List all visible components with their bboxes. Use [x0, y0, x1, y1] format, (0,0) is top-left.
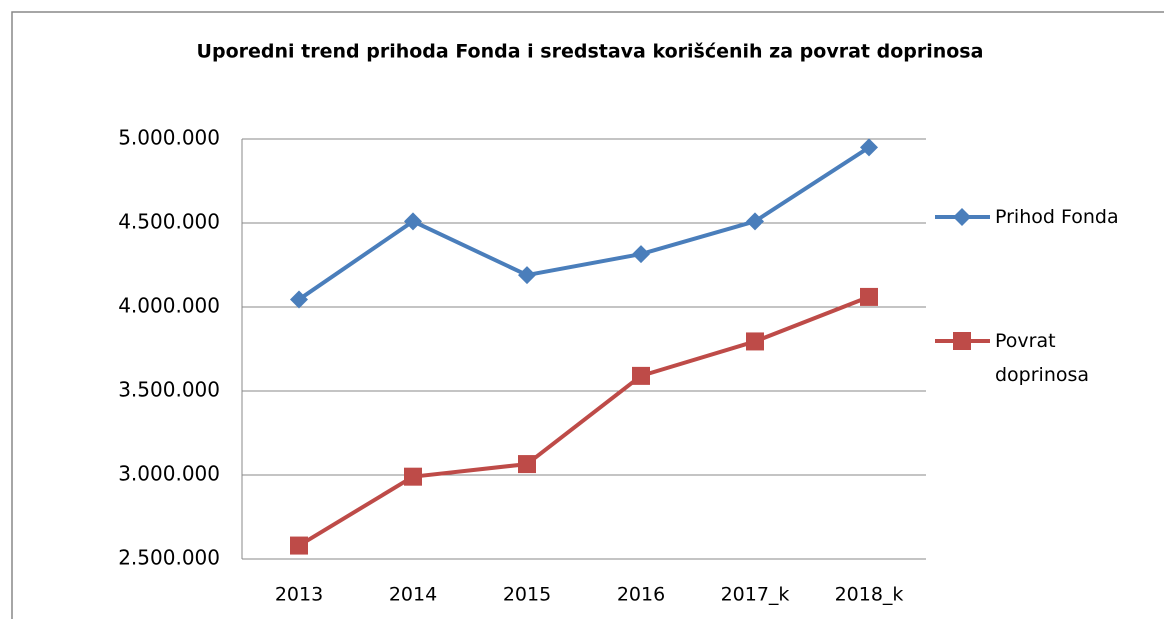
- legend-label: Povrat doprinosa: [995, 330, 1090, 386]
- legend-marker: [953, 208, 971, 226]
- data-point: [860, 287, 878, 306]
- y-tick-label: 4.000.000: [118, 294, 220, 318]
- data-point: [404, 467, 422, 486]
- x-tick-label: 2013: [275, 584, 323, 606]
- y-tick-label: 5.000.000: [118, 126, 220, 150]
- legend-label: Prihod Fonda: [995, 206, 1119, 228]
- data-point: [860, 138, 878, 157]
- x-tick-label: 2017_k: [721, 584, 790, 606]
- x-tick-label: 2018_k: [835, 584, 904, 606]
- data-point: [746, 332, 764, 351]
- y-tick-label: 3.500.000: [118, 378, 220, 402]
- chart-title: Uporedni trend prihoda Fonda i sredstava…: [197, 41, 984, 63]
- x-tick-label: 2015: [503, 584, 551, 606]
- data-point: [632, 245, 650, 264]
- x-tick-label: 2014: [389, 584, 437, 606]
- y-tick-label: 2.500.000: [118, 546, 220, 570]
- x-tick-label: 2016: [617, 584, 665, 606]
- data-point: [518, 266, 536, 285]
- chart-border: [11, 11, 1164, 619]
- y-tick-label: 4.500.000: [118, 210, 220, 234]
- series-line: [297, 145, 871, 302]
- data-point: [290, 290, 308, 309]
- data-point: [290, 536, 308, 555]
- data-point: [746, 212, 764, 231]
- y-tick-label: 3.000.000: [118, 462, 220, 486]
- data-point: [632, 366, 650, 385]
- legend-marker: [953, 332, 971, 350]
- data-point: [404, 212, 422, 231]
- legend-entry: Prihod Fonda: [995, 200, 1164, 234]
- legend-entry: Povrat doprinosa: [995, 324, 1164, 392]
- series-line: [297, 295, 870, 548]
- data-point: [518, 455, 536, 474]
